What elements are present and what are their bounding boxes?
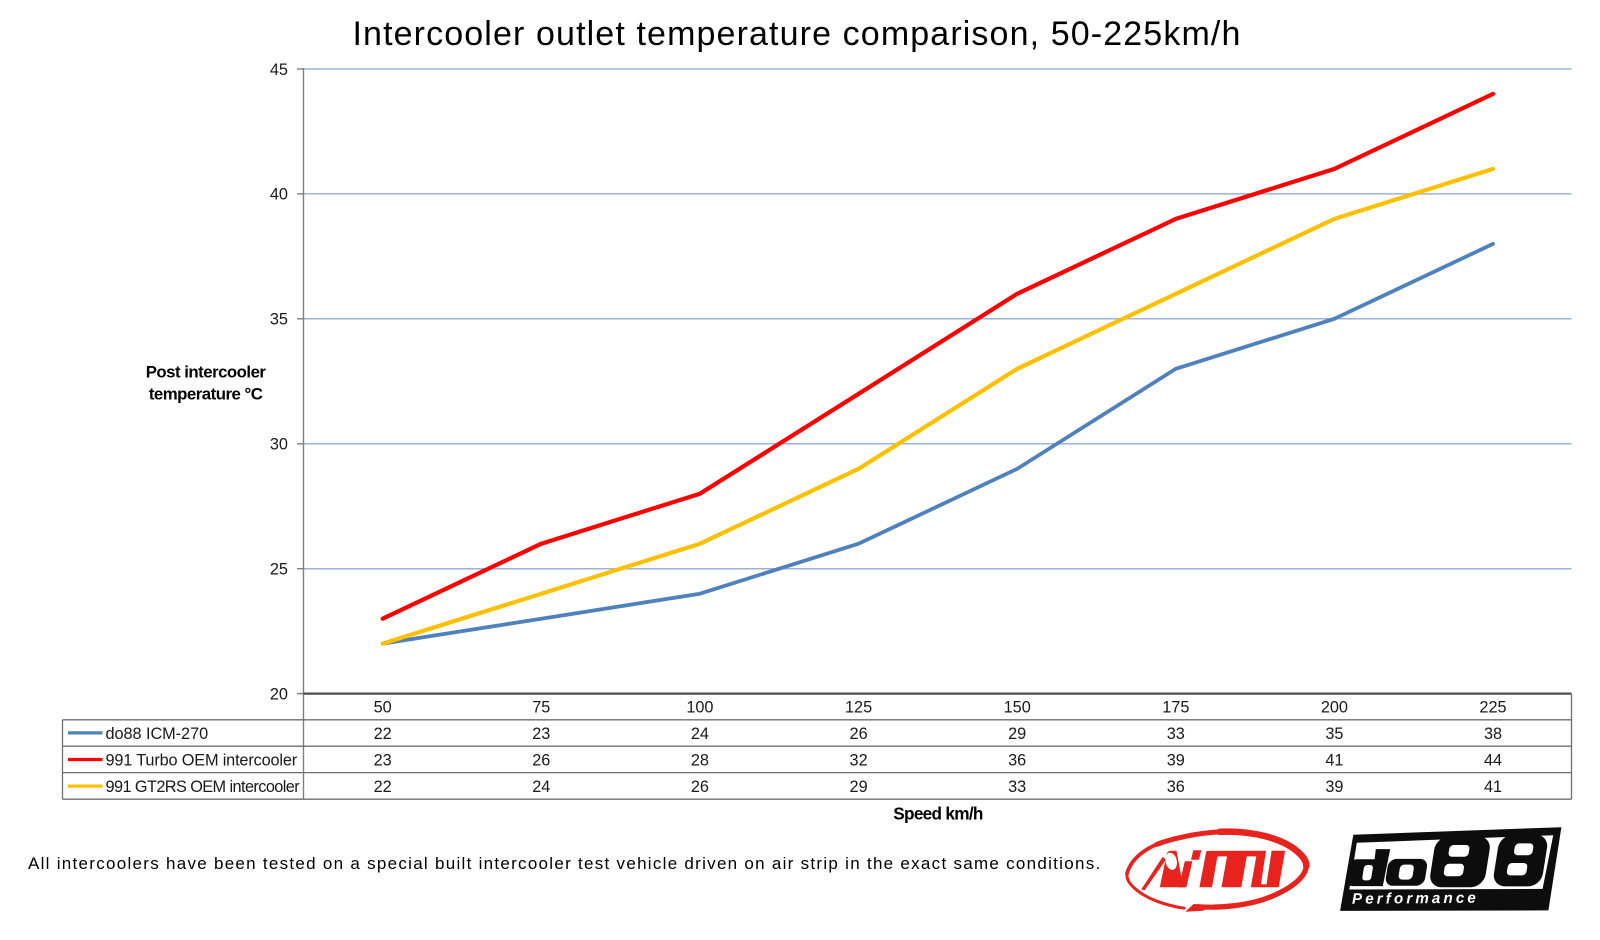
svg-text:26: 26	[850, 725, 868, 743]
svg-text:40: 40	[270, 186, 288, 204]
svg-text:29: 29	[850, 778, 868, 796]
svg-text:Speed km/h: Speed km/h	[893, 804, 983, 824]
svg-text:50: 50	[374, 699, 392, 717]
svg-text:30: 30	[270, 436, 288, 454]
svg-text:35: 35	[1325, 725, 1343, 743]
svg-text:44: 44	[1484, 751, 1502, 769]
svg-text:991 Turbo OEM intercooler: 991 Turbo OEM intercooler	[106, 751, 298, 769]
svg-text:22: 22	[374, 778, 392, 796]
svg-text:temperature °C: temperature °C	[149, 384, 263, 403]
svg-text:Performance: Performance	[1352, 890, 1479, 908]
svg-text:24: 24	[691, 725, 709, 743]
svg-text:33: 33	[1167, 725, 1185, 743]
svg-text:33: 33	[1008, 778, 1026, 796]
svg-text:39: 39	[1325, 778, 1343, 796]
svg-text:35: 35	[270, 311, 288, 329]
svg-text:Post intercooler: Post intercooler	[146, 362, 267, 381]
svg-text:20: 20	[270, 685, 288, 703]
svg-text:225: 225	[1479, 699, 1506, 717]
svg-text:175: 175	[1162, 699, 1189, 717]
svg-text:28: 28	[691, 751, 709, 769]
svg-text:39: 39	[1167, 751, 1185, 769]
svg-text:200: 200	[1321, 699, 1348, 717]
svg-text:23: 23	[374, 751, 392, 769]
svg-text:26: 26	[691, 778, 709, 796]
svg-text:36: 36	[1167, 778, 1185, 796]
svg-text:All intercoolers have been tes: All intercoolers have been tested on a s…	[28, 854, 1102, 873]
svg-text:75: 75	[532, 699, 550, 717]
svg-text:125: 125	[845, 699, 872, 717]
svg-text:100: 100	[686, 699, 713, 717]
svg-text:29: 29	[1008, 725, 1026, 743]
svg-text:Intercooler outlet temperature: Intercooler outlet temperature compariso…	[352, 15, 1241, 53]
svg-text:45: 45	[270, 61, 288, 79]
svg-text:25: 25	[270, 561, 288, 579]
svg-text:36: 36	[1008, 751, 1026, 769]
svg-text:26: 26	[532, 751, 550, 769]
svg-text:do88 ICM-270: do88 ICM-270	[106, 725, 209, 743]
svg-text:24: 24	[532, 778, 550, 796]
svg-text:32: 32	[850, 751, 868, 769]
svg-text:150: 150	[1004, 699, 1031, 717]
svg-text:991 GT2RS OEM intercooler: 991 GT2RS OEM intercooler	[106, 778, 301, 796]
svg-text:22: 22	[374, 725, 392, 743]
svg-text:41: 41	[1484, 778, 1502, 796]
svg-text:41: 41	[1325, 751, 1343, 769]
svg-text:38: 38	[1484, 725, 1502, 743]
svg-text:23: 23	[532, 725, 550, 743]
